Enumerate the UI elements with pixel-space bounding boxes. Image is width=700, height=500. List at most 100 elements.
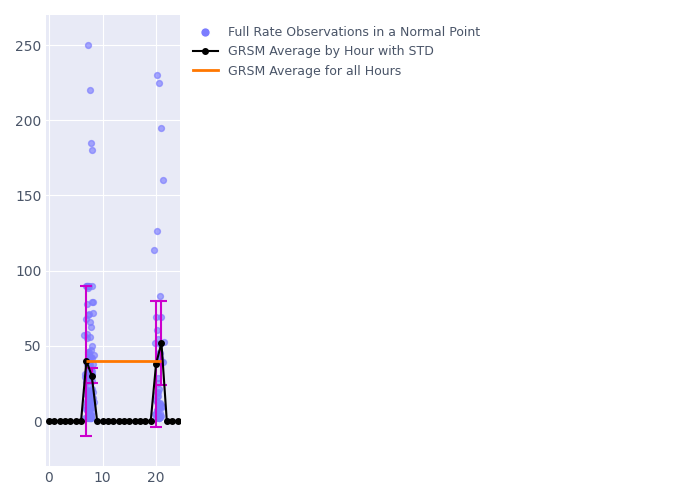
Point [84, 414, 95, 422]
Point [83, 282, 94, 290]
Point [154, 401, 165, 409]
Point [148, 246, 160, 254]
Point [84, 396, 95, 404]
Point [83, 354, 94, 362]
Point [85, 333, 96, 341]
Point [158, 338, 169, 345]
Point [153, 412, 164, 420]
Point [83, 408, 94, 416]
Point [85, 368, 96, 376]
Point [152, 71, 163, 79]
Point [150, 312, 162, 320]
Point [155, 412, 166, 420]
Point [150, 338, 161, 346]
Point [85, 414, 97, 422]
Point [84, 410, 95, 418]
Point [85, 324, 96, 332]
Point [83, 393, 94, 401]
Point [88, 394, 99, 402]
Point [83, 311, 94, 319]
Point [85, 366, 97, 374]
Point [86, 342, 97, 350]
Point [83, 348, 94, 356]
Point [150, 410, 161, 418]
Point [85, 398, 96, 406]
Point [87, 376, 98, 384]
Point [155, 314, 167, 322]
Point [82, 376, 93, 384]
Point [80, 406, 91, 413]
Point [83, 392, 94, 400]
Point [154, 340, 165, 347]
Point [155, 348, 166, 356]
Point [154, 354, 165, 362]
Point [85, 139, 97, 147]
Point [83, 408, 94, 416]
Point [83, 390, 94, 398]
Point [86, 401, 97, 409]
Point [153, 408, 164, 416]
Point [83, 388, 94, 396]
Point [83, 406, 94, 414]
Point [82, 398, 93, 406]
Point [85, 412, 97, 420]
Point [83, 353, 94, 361]
Point [83, 310, 94, 318]
Point [85, 372, 97, 380]
Point [84, 370, 95, 378]
Point [82, 330, 93, 338]
Point [83, 404, 94, 412]
Point [80, 378, 92, 386]
Point [83, 365, 94, 373]
Point [88, 308, 99, 316]
Point [157, 176, 168, 184]
Point [85, 414, 97, 422]
Point [83, 414, 94, 422]
Point [155, 400, 166, 407]
Point [81, 282, 92, 290]
Point [153, 388, 164, 396]
Point [81, 414, 92, 422]
Point [151, 326, 162, 334]
Point [150, 414, 162, 422]
Point [87, 408, 98, 416]
Point [155, 412, 166, 420]
Point [155, 356, 167, 364]
Point [84, 372, 95, 380]
Point [80, 414, 91, 422]
Point [155, 400, 166, 408]
Point [84, 382, 95, 390]
Point [154, 354, 165, 362]
Point [85, 362, 96, 370]
Point [157, 403, 168, 411]
Point [80, 315, 92, 323]
Point [152, 406, 163, 414]
Point [84, 388, 95, 396]
Point [152, 227, 163, 235]
Point [82, 334, 93, 342]
Point [83, 394, 94, 402]
Point [80, 282, 92, 290]
Point [78, 330, 90, 338]
Point [83, 410, 94, 418]
Point [81, 282, 92, 290]
Point [79, 372, 90, 380]
Point [86, 354, 97, 362]
Point [84, 348, 95, 356]
Point [81, 360, 92, 368]
Point [82, 387, 93, 395]
Point [84, 318, 95, 326]
Point [80, 390, 91, 398]
Point [153, 412, 164, 420]
Point [85, 392, 97, 400]
Point [85, 404, 96, 412]
Point [85, 414, 96, 422]
Point [82, 406, 93, 414]
Point [152, 380, 163, 388]
Point [87, 366, 98, 374]
Point [86, 404, 97, 411]
Point [82, 300, 93, 308]
Point [156, 402, 167, 410]
Point [151, 406, 162, 414]
Point [153, 349, 164, 357]
